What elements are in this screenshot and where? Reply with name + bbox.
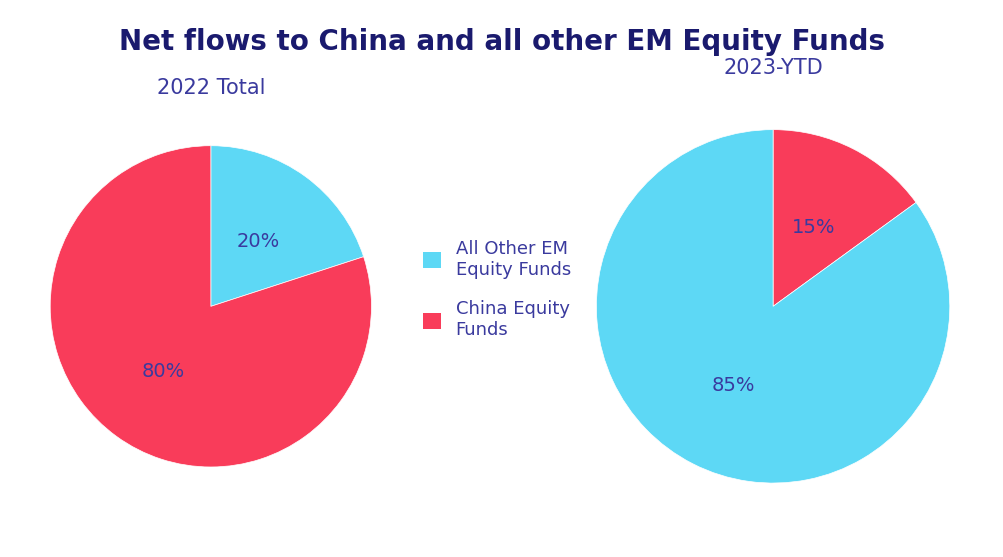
Text: 80%: 80%: [141, 362, 186, 381]
Wedge shape: [772, 130, 915, 306]
Text: Net flows to China and all other EM Equity Funds: Net flows to China and all other EM Equi…: [119, 28, 884, 56]
Text: 85%: 85%: [710, 375, 754, 394]
Title: 2023-YTD: 2023-YTD: [722, 58, 822, 79]
Wedge shape: [211, 146, 363, 306]
Title: 2022 Total: 2022 Total: [156, 79, 265, 99]
Wedge shape: [50, 146, 371, 467]
Legend: All Other EM
Equity Funds, China Equity
Funds: All Other EM Equity Funds, China Equity …: [413, 231, 580, 348]
Text: 20%: 20%: [236, 232, 280, 251]
Wedge shape: [596, 130, 949, 483]
Text: 15%: 15%: [790, 218, 834, 237]
